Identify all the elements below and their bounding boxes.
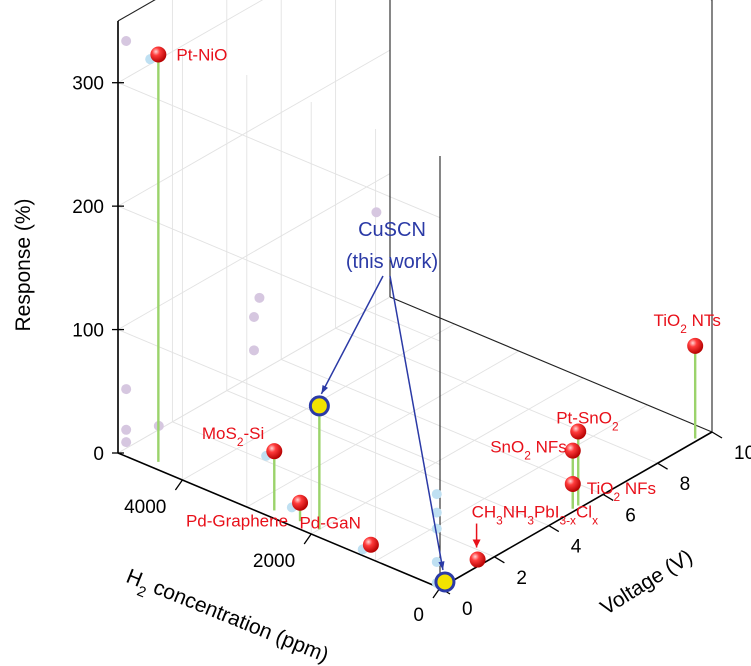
projection-dot [431,556,442,567]
projection-dot [371,207,382,218]
grid-line [335,327,658,464]
h2-axis-line [117,452,441,589]
projection-dot [254,292,265,303]
response-tick-label: 300 [72,74,104,95]
voltage-tick [494,556,505,564]
voltage-tick-label: 8 [680,474,691,495]
voltage-tick-label: 2 [516,568,527,589]
voltage-axis-title: Voltage (V) [596,545,696,620]
point-layer [150,46,704,593]
point-label: CH3NH3PbI3-xClx [472,503,598,528]
label-arrowhead [472,539,481,548]
grid-line [117,82,441,219]
grid-line [117,49,391,207]
projection-dot [121,424,132,435]
data-point [564,442,581,459]
grid-line [281,358,604,495]
highlight-point [434,571,456,593]
point-label: TiO2 NFs [587,479,656,504]
response-axis-title: Response (%) [12,198,35,331]
projection-dot [431,489,442,500]
point-label: SnO2 NFs [490,438,567,463]
h2-tick-label: 2000 [253,551,295,572]
grid-line [117,205,441,342]
projection-dot [431,507,442,518]
voltage-tick [548,525,560,533]
voltage-tick-label: 4 [571,537,582,558]
h2-tick-label: 0 [413,605,424,626]
projection-dot [249,345,259,356]
highlight-arrow [320,275,384,395]
projection-dot [121,36,132,47]
projection-dot [249,311,259,322]
point-label: TiO2 NTs [653,311,720,336]
text-layer: 0 100 200 300 0 2000 4000 0 2 4 6 8 10 Response (%) H2… [12,46,751,666]
voltage-tick-label: 6 [625,505,636,526]
stem-layer [157,54,697,551]
h2-tick [174,479,183,491]
data-point [469,551,486,568]
grid-line [117,329,441,465]
highlight-arrowhead [321,384,329,394]
point-label: Pd-GaN [299,514,360,533]
highlight-point [308,395,330,417]
projection-layer [121,36,442,588]
box-edge [389,296,713,433]
highlight-arrow [389,275,444,571]
data-point [292,494,309,511]
grid-line [246,350,520,508]
response-tick-label: 200 [72,197,104,218]
grid-layer [117,0,713,589]
grid-line [226,390,549,527]
highlight-title: CuSCN [358,219,426,241]
grid-line [172,421,495,558]
projection-dot [431,523,442,534]
h2-axis-title: H2 concentration (ppm) [120,565,331,666]
response-tick-label: 100 [72,321,104,342]
projection-dot [121,437,132,448]
grid-line [375,404,648,562]
voltage-tick-label: 10 [734,443,751,464]
box-edge [117,0,156,22]
grid-line [310,377,584,535]
data-point [150,46,167,63]
voltage-tick-label: 0 [462,599,473,620]
data-point [362,536,379,553]
projection-dot [121,384,132,395]
voltage-axis-line [439,431,713,589]
point-label: Pt-NiO [176,46,227,65]
point-label: Pd-Graphene [186,512,288,531]
voltage-tick [657,462,668,470]
h2-tick-label: 4000 [124,497,166,518]
data-point [266,443,283,460]
voltage-tick [602,493,614,501]
data-point [564,475,581,492]
point-label: MoS2-Si [202,424,264,449]
highlight-subtitle: (this work) [346,251,438,273]
response-tick-label: 0 [93,444,104,465]
arrow-layer [320,275,481,571]
point-label: Pt-SnO2 [556,408,619,433]
grid-line [117,173,391,330]
axis-box-layer [112,0,723,599]
highlight-arrowhead [438,561,445,570]
data-point [687,337,704,354]
voltage-tick [711,431,723,439]
h2-tick [303,533,312,545]
data-point [570,423,587,440]
